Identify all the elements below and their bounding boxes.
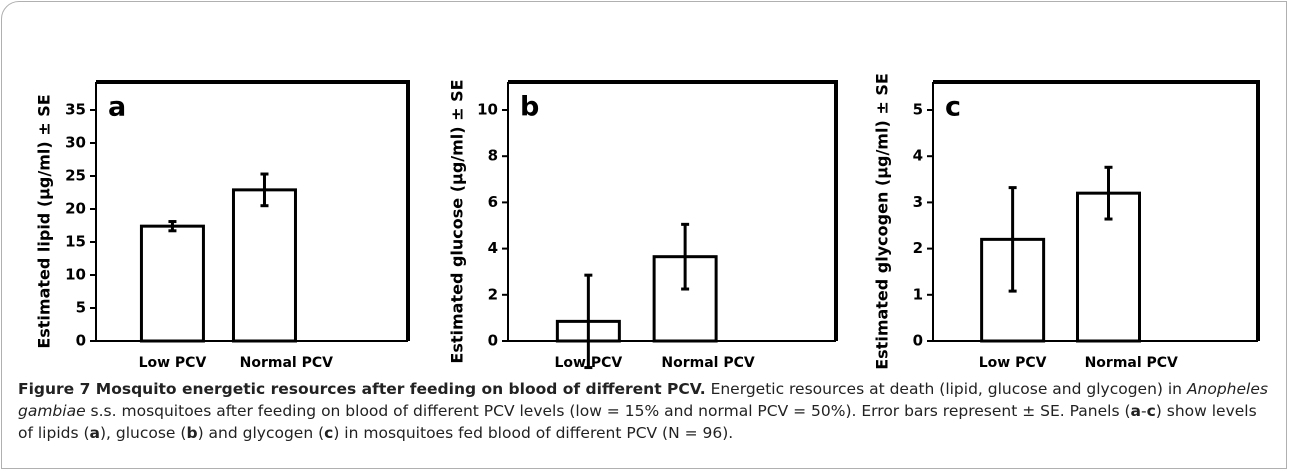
y-tick-label: 0 — [76, 332, 86, 350]
panel-label: b — [520, 92, 539, 123]
panel-label: a — [108, 92, 126, 123]
caption-text: ) show levels of lipids ( — [18, 402, 1257, 442]
caption: Figure 7 Mosquito energetic resources af… — [18, 378, 1273, 444]
y-tick-label: 10 — [477, 101, 498, 119]
y-axis-label: Estimated glycogen (µg/ml) ± SE — [873, 73, 892, 370]
x-tick-label: Normal PCV — [1085, 355, 1178, 371]
y-tick-label: 25 — [65, 167, 86, 185]
caption-text: ) in mosquitoes fed blood of different P… — [333, 424, 734, 442]
y-axis-label: Estimated glucose (µg/ml) ± SE — [448, 79, 467, 363]
caption-text: ) and glycogen ( — [197, 424, 325, 442]
x-tick-label: Normal PCV — [240, 355, 333, 371]
y-tick-label: 8 — [488, 147, 498, 165]
y-tick-label: 2 — [488, 285, 498, 303]
y-tick-label: 20 — [65, 200, 86, 218]
y-tick-label: 5 — [913, 101, 923, 119]
caption-bold: c — [324, 424, 334, 442]
y-tick-label: 1 — [913, 285, 923, 303]
x-tick-label: Low PCV — [139, 355, 207, 371]
caption-text: s.s. mosquitoes after feeding on blood o… — [85, 402, 1131, 420]
y-tick-label: 30 — [65, 134, 86, 152]
y-tick-label: 4 — [913, 147, 923, 165]
y-tick-label: 5 — [76, 299, 86, 317]
bar — [139, 224, 205, 343]
y-tick-label: 15 — [65, 233, 86, 251]
y-tick-label: 4 — [488, 239, 498, 257]
caption-bold: a — [89, 424, 100, 442]
y-tick-label: 0 — [913, 332, 923, 350]
bar — [231, 188, 297, 343]
y-tick-label: 2 — [913, 239, 923, 257]
y-tick-label: 10 — [65, 266, 86, 284]
y-tick-label: 6 — [488, 193, 498, 211]
caption-bold: b — [186, 424, 198, 442]
caption-text: ), glucose ( — [99, 424, 187, 442]
y-tick-label: 3 — [913, 193, 923, 211]
y-axis-label: Estimated lipid (µg/ml) ± SE — [35, 94, 54, 348]
caption-text: - — [1140, 402, 1147, 420]
y-tick-label: 0 — [488, 332, 498, 350]
caption-italic: Anopheles gambiae — [18, 380, 1268, 420]
caption-bold: c — [1146, 402, 1156, 420]
caption-text: Energetic resources at death (lipid, glu… — [705, 380, 1187, 398]
x-tick-label: Low PCV — [979, 355, 1047, 371]
panel-label: c — [945, 92, 961, 123]
caption-bold: a — [1130, 402, 1141, 420]
y-tick-label: 35 — [65, 101, 86, 119]
x-tick-label: Normal PCV — [661, 355, 754, 371]
caption-bold: Figure 7 Mosquito energetic resources af… — [18, 380, 706, 398]
